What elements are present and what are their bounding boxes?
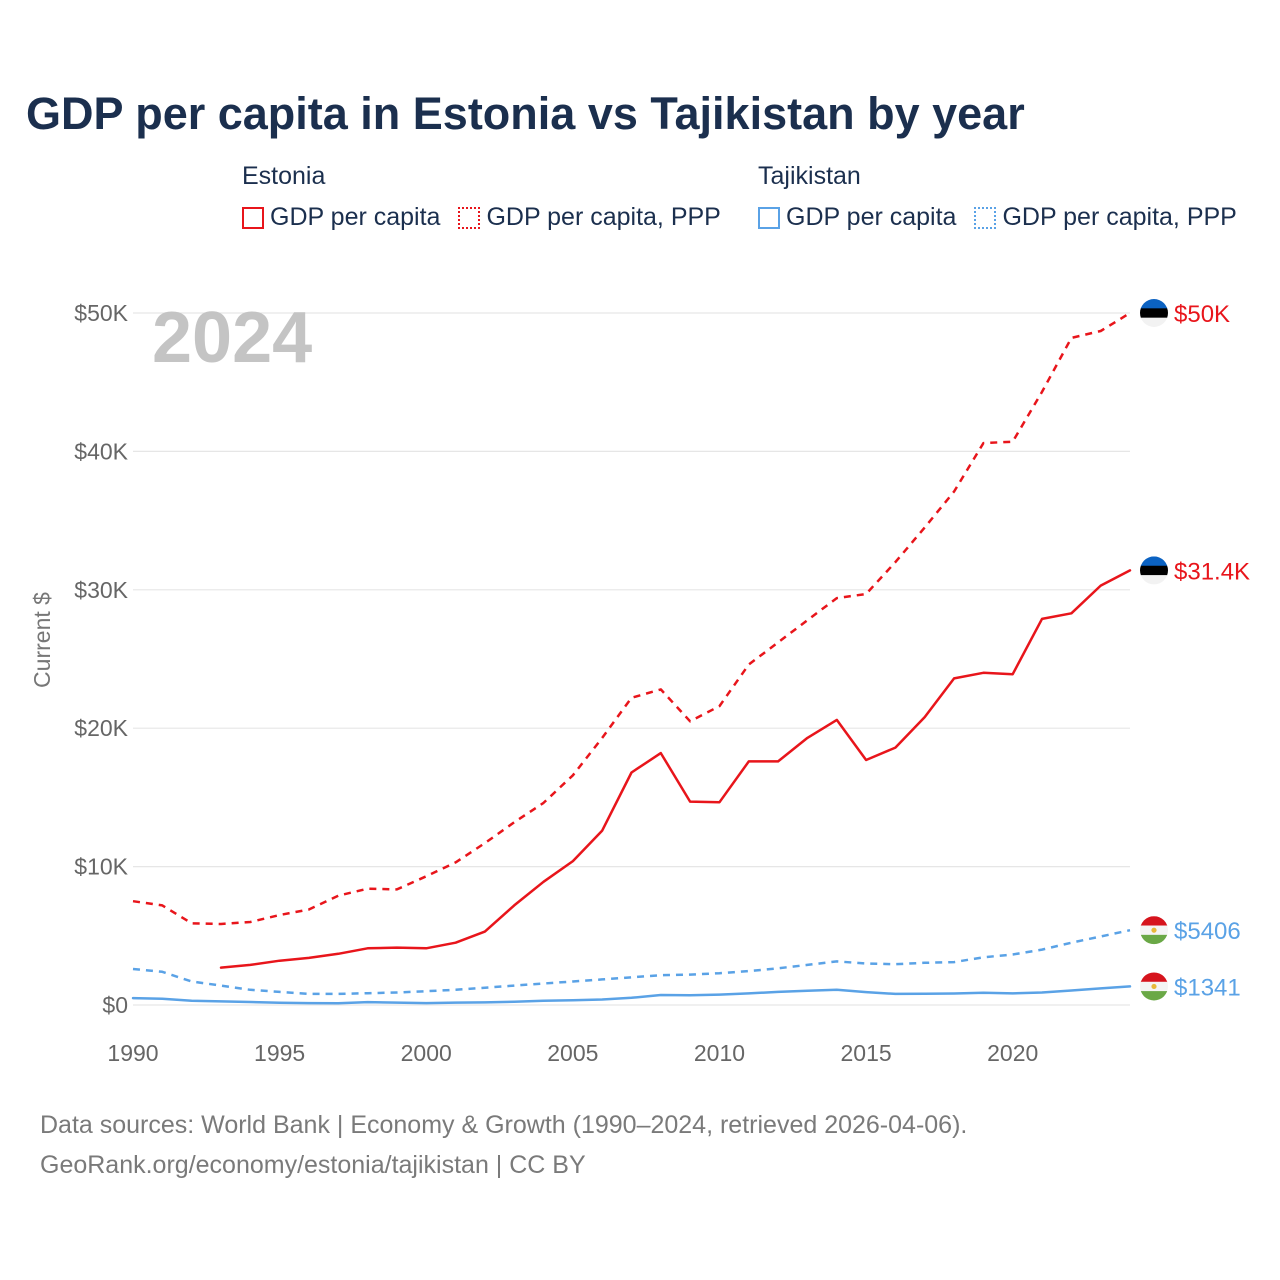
legend-item-label: GDP per capita: [270, 203, 441, 231]
end-value-label: $31.4K: [1174, 558, 1250, 585]
legend-swatch-dotted-red: [458, 206, 481, 229]
legend-group-tajikistan: Tajikistan GDP per capita GDP per capita…: [758, 162, 1237, 232]
estonia-flag-icon: [1140, 299, 1168, 327]
year-watermark: 2024: [152, 298, 312, 378]
legend-item-label: GDP per capita, PPP: [1002, 203, 1237, 231]
y-tick-label: $50K: [74, 300, 128, 326]
end-value-label: $1341: [1174, 974, 1241, 1001]
end-value-label: $50K: [1174, 301, 1230, 328]
y-tick-label: $30K: [74, 577, 128, 603]
footer-credit: GeoRank.org/economy/estonia/tajikistan |…: [40, 1151, 586, 1179]
y-axis-label: Current $: [29, 592, 55, 688]
y-tick-label: $40K: [74, 438, 128, 464]
y-tick-label: $20K: [74, 715, 128, 741]
x-tick-label: 2020: [987, 1040, 1038, 1066]
legend-item-tajikistan-gdp[interactable]: GDP per capita: [758, 203, 956, 232]
x-tick-label: 2010: [694, 1040, 745, 1066]
x-tick-label: 2000: [401, 1040, 452, 1066]
series-line-tajikistan-gdp-per-capita-ppp: [132, 928, 1131, 996]
end-value-label: $5406: [1174, 918, 1241, 945]
x-tick-label: 2015: [841, 1040, 892, 1066]
chart-title: GDP per capita in Estonia vs Tajikistan …: [26, 88, 1025, 139]
legend-item-tajikistan-gdp-ppp[interactable]: GDP per capita, PPP: [974, 203, 1237, 232]
legend-swatch-dotted-blue: [974, 206, 997, 229]
legend-item-estonia-gdp[interactable]: GDP per capita: [242, 203, 440, 232]
tajikistan-flag-icon: [1140, 972, 1168, 1001]
legend-item-label: GDP per capita: [786, 203, 957, 231]
x-tick-label: 1990: [107, 1040, 158, 1066]
series-line-estonia-gdp-per-capita: [219, 569, 1132, 969]
footer-sources: Data sources: World Bank | Economy & Gro…: [40, 1111, 968, 1139]
series-line-tajikistan-gdp-per-capita: [131, 985, 1132, 1005]
legend-group-estonia: Estonia GDP per capita GDP per capita, P…: [242, 162, 721, 232]
x-tick-label: 1995: [254, 1040, 305, 1066]
legend-country-label: Tajikistan: [758, 162, 861, 190]
estonia-flag-icon: [1140, 556, 1168, 585]
footer: Data sources: World Bank | Economy & Gro…: [40, 1105, 967, 1185]
series-line-estonia-gdp-per-capita-ppp: [132, 311, 1131, 926]
y-tick-label: $10K: [74, 854, 128, 880]
legend-swatch-solid-blue: [758, 206, 780, 229]
legend-item-estonia-gdp-ppp[interactable]: GDP per capita, PPP: [458, 203, 721, 232]
x-tick-label: 2005: [547, 1040, 598, 1066]
legend-swatch-solid-red: [242, 206, 264, 229]
legend-item-label: GDP per capita, PPP: [486, 203, 721, 231]
tajikistan-flag-icon: [1140, 916, 1168, 945]
legend-country-label: Estonia: [242, 162, 326, 190]
y-tick-label: $0: [102, 992, 128, 1018]
